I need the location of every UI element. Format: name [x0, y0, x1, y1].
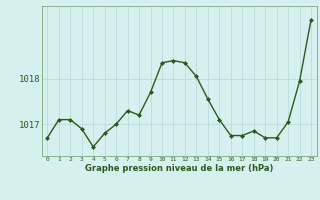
- X-axis label: Graphe pression niveau de la mer (hPa): Graphe pression niveau de la mer (hPa): [85, 164, 273, 173]
